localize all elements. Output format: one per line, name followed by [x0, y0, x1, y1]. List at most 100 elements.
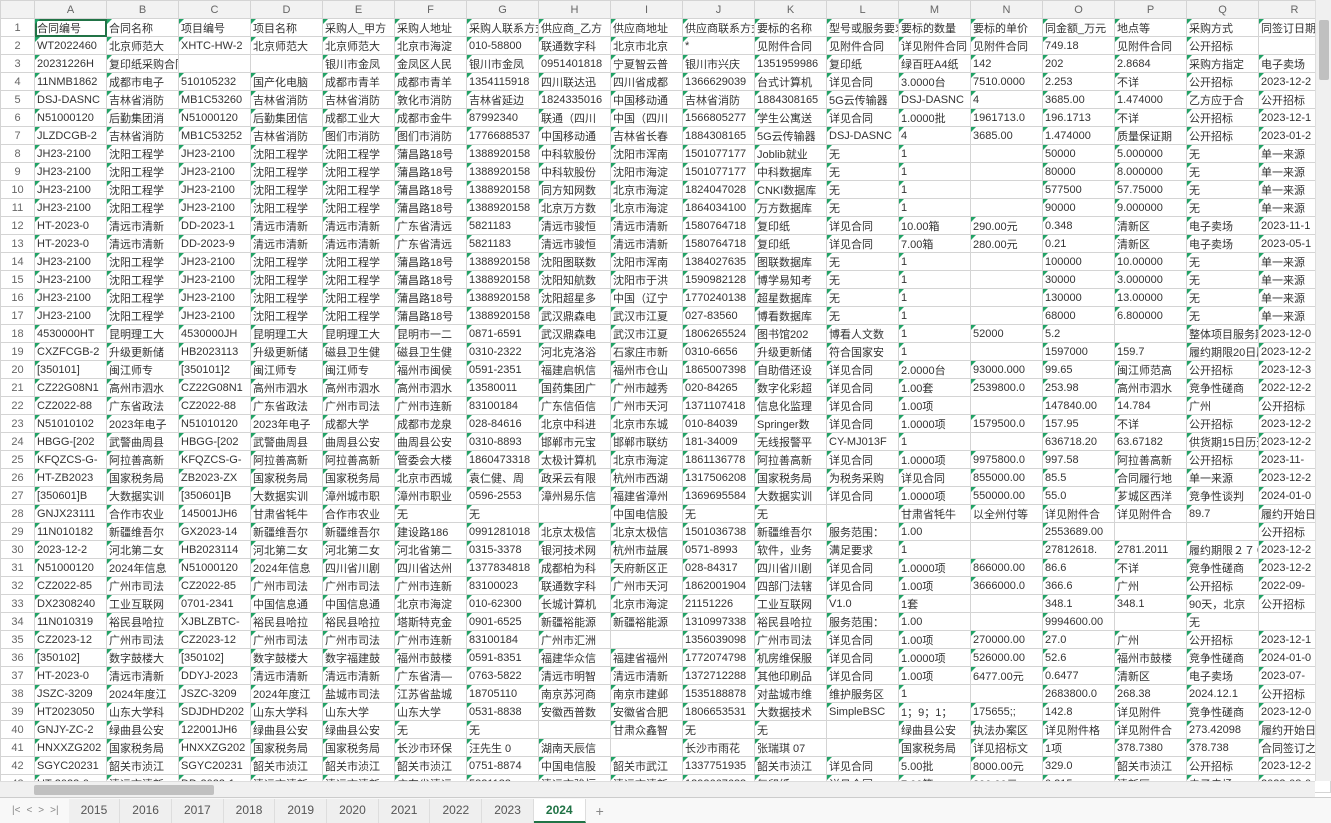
- cell-K15[interactable]: 博学易知考: [755, 271, 827, 289]
- cell-B15[interactable]: 沈阳工程学: [107, 271, 179, 289]
- cell-Q11[interactable]: 无: [1187, 199, 1259, 217]
- cell-E8[interactable]: 沈阳工程学: [323, 145, 395, 163]
- cell-H39[interactable]: 安徽西普数: [539, 703, 611, 721]
- col-header-O[interactable]: O: [1043, 1, 1115, 19]
- cell-L22[interactable]: 详见合同: [827, 397, 899, 415]
- cell-H29[interactable]: 北京太极信: [539, 523, 611, 541]
- row-header-29[interactable]: 29: [1, 523, 35, 541]
- cell-J26[interactable]: 1317506208: [683, 469, 755, 487]
- cell-L16[interactable]: 无: [827, 289, 899, 307]
- cell-C41[interactable]: HNXXZG202: [179, 739, 251, 757]
- cell-G33[interactable]: 010-62300: [467, 595, 539, 613]
- cell-N2[interactable]: 见附件合同: [971, 37, 1043, 55]
- cell-K20[interactable]: 自助借还设: [755, 361, 827, 379]
- cell-F37[interactable]: 广东省清—: [395, 667, 467, 685]
- cell-C24[interactable]: HBGG-[202: [179, 433, 251, 451]
- sheet-tab-2020[interactable]: 2020: [327, 799, 379, 823]
- cell-K36[interactable]: 机房维保服: [755, 649, 827, 667]
- cell-D15[interactable]: 沈阳工程学: [251, 271, 323, 289]
- cell-B21[interactable]: 高州市泗水: [107, 379, 179, 397]
- cell-P12[interactable]: 清新区: [1115, 217, 1187, 235]
- cell-Q24[interactable]: 供货期15日历天；交: [1187, 433, 1259, 451]
- cell-N33[interactable]: [971, 595, 1043, 613]
- cell-C14[interactable]: JH23-2100: [179, 253, 251, 271]
- sheet-tab-2023[interactable]: 2023: [482, 799, 534, 823]
- cell-Q23[interactable]: 公开招标: [1187, 415, 1259, 433]
- cell-C10[interactable]: JH23-2100: [179, 181, 251, 199]
- cell-J11[interactable]: 1864034100: [683, 199, 755, 217]
- cell-F20[interactable]: 福州市闽侯: [395, 361, 467, 379]
- cell-I2[interactable]: 北京市北京: [611, 37, 683, 55]
- cell-C2[interactable]: XHTC-HW-2: [179, 37, 251, 55]
- cell-L13[interactable]: 详见合同: [827, 235, 899, 253]
- cell-J37[interactable]: 1372712288: [683, 667, 755, 685]
- cell-B29[interactable]: 新疆维吾尔: [107, 523, 179, 541]
- cell-O29[interactable]: 2553689.00: [1043, 523, 1115, 541]
- cell-E7[interactable]: 图们市消防: [323, 127, 395, 145]
- cell-P17[interactable]: 6.800000: [1115, 307, 1187, 325]
- cell-D36[interactable]: 数字鼓楼大: [251, 649, 323, 667]
- cell-P29[interactable]: [1115, 523, 1187, 541]
- col-header-G[interactable]: G: [467, 1, 539, 19]
- cell-B11[interactable]: 沈阳工程学: [107, 199, 179, 217]
- cell-J22[interactable]: 1371107418: [683, 397, 755, 415]
- cell-L23[interactable]: 详见合同: [827, 415, 899, 433]
- cell-B23[interactable]: 2023年电子: [107, 415, 179, 433]
- cell-N27[interactable]: 550000.00: [971, 487, 1043, 505]
- cell-M22[interactable]: 1.00项: [899, 397, 971, 415]
- cell-B17[interactable]: 沈阳工程学: [107, 307, 179, 325]
- cell-C22[interactable]: CZ2022-88: [179, 397, 251, 415]
- cell-M36[interactable]: 1.0000项: [899, 649, 971, 667]
- cell-O14[interactable]: 100000: [1043, 253, 1115, 271]
- cell-E41[interactable]: 国家税务局: [323, 739, 395, 757]
- cell-N1[interactable]: 要标的单价: [971, 19, 1043, 37]
- cell-G1[interactable]: 采购人联系方式: [467, 19, 539, 37]
- cell-K10[interactable]: CNKI数据库: [755, 181, 827, 199]
- cell-N28[interactable]: 以全州付等: [971, 505, 1043, 523]
- cell-N7[interactable]: 3685.00: [971, 127, 1043, 145]
- cell-A30[interactable]: 2023-12-2: [35, 541, 107, 559]
- cell-L32[interactable]: 详见合同: [827, 577, 899, 595]
- cell-A23[interactable]: N51010102: [35, 415, 107, 433]
- cell-N17[interactable]: [971, 307, 1043, 325]
- col-header-L[interactable]: L: [827, 1, 899, 19]
- cell-O26[interactable]: 85.5: [1043, 469, 1115, 487]
- cell-C42[interactable]: SGYC20231: [179, 757, 251, 775]
- cell-N9[interactable]: [971, 163, 1043, 181]
- cell-F16[interactable]: 蒲昌路18号: [395, 289, 467, 307]
- cell-P39[interactable]: 详见附件: [1115, 703, 1187, 721]
- cell-M29[interactable]: 1.00: [899, 523, 971, 541]
- cell-C11[interactable]: JH23-2100: [179, 199, 251, 217]
- cell-J16[interactable]: 1770240138: [683, 289, 755, 307]
- cell-F22[interactable]: 广州市连新: [395, 397, 467, 415]
- row-header-26[interactable]: 26: [1, 469, 35, 487]
- cell-K23[interactable]: Springer数: [755, 415, 827, 433]
- cell-E17[interactable]: 沈阳工程学: [323, 307, 395, 325]
- cell-K12[interactable]: 复印纸: [755, 217, 827, 235]
- cell-P11[interactable]: 9.000000: [1115, 199, 1187, 217]
- cell-B34[interactable]: 裕民县哈拉: [107, 613, 179, 631]
- cell-J9[interactable]: 1501077177: [683, 163, 755, 181]
- cell-A20[interactable]: [350101]: [35, 361, 107, 379]
- tab-nav-first-icon[interactable]: |<: [10, 803, 22, 818]
- cell-E5[interactable]: 吉林省消防: [323, 91, 395, 109]
- cell-E1[interactable]: 采购人_甲方: [323, 19, 395, 37]
- cell-Q13[interactable]: 电子卖场: [1187, 235, 1259, 253]
- row-header-34[interactable]: 34: [1, 613, 35, 631]
- cell-Q38[interactable]: 2024.12.1: [1187, 685, 1259, 703]
- cell-M7[interactable]: 4: [899, 127, 971, 145]
- cell-J19[interactable]: 0310-6656: [683, 343, 755, 361]
- cell-I31[interactable]: 天府新区正: [611, 559, 683, 577]
- cell-F36[interactable]: 福州市鼓楼: [395, 649, 467, 667]
- cell-B42[interactable]: 韶关市浈江: [107, 757, 179, 775]
- cell-I17[interactable]: 武汉市江夏: [611, 307, 683, 325]
- cell-K4[interactable]: 台式计算机: [755, 73, 827, 91]
- cell-N25[interactable]: 9975800.0: [971, 451, 1043, 469]
- cell-B40[interactable]: 绿曲县公安: [107, 721, 179, 739]
- cell-L9[interactable]: 无: [827, 163, 899, 181]
- cell-E28[interactable]: 合作市农业: [323, 505, 395, 523]
- cell-H14[interactable]: 沈阳图联数: [539, 253, 611, 271]
- cell-Q31[interactable]: 竞争性磋商: [1187, 559, 1259, 577]
- cell-F4[interactable]: 成都市青羊: [395, 73, 467, 91]
- row-header-42[interactable]: 42: [1, 757, 35, 775]
